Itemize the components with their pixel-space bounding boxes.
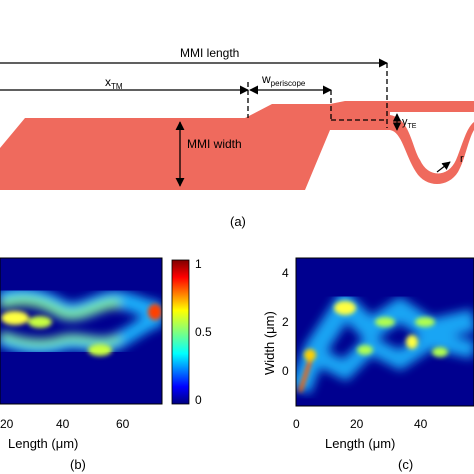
panel-b-axes-frame	[0, 257, 163, 405]
colorbar	[171, 259, 190, 405]
mmi-length-label: MMI length	[180, 46, 239, 60]
panel-c-y-tick: 4	[282, 266, 289, 280]
y-te-label: yTE	[402, 116, 417, 130]
mmi-waveguide	[0, 101, 474, 190]
panel-c-xlabel: Length (μm)	[325, 436, 395, 451]
panel-a-label: (a)	[230, 214, 246, 229]
panel-c-heatmap	[296, 258, 474, 406]
mmi-width-label: MMI width	[187, 137, 242, 151]
panel-c-x-tick: 0	[293, 417, 300, 431]
panel-b-label: (b)	[70, 457, 86, 472]
schematic-panel: MMI length xTM wperiscope MMI width yTE …	[0, 46, 474, 229]
panel-b-heatmap	[0, 258, 162, 404]
panel-b-xlabel: Length (μm)	[8, 436, 78, 451]
panel-b: 20 40 60 Length (μm) (b) 1 0.5 0	[0, 257, 212, 472]
colorbar-tick: 1	[195, 257, 202, 271]
panel-c-x-tick: 40	[414, 417, 428, 431]
panel-b-x-ticks: 20 40 60	[0, 417, 130, 431]
panel-c: Width (μm) 4 2 0	[262, 257, 474, 472]
panel-b-x-tick: 20	[0, 417, 14, 431]
panel-c-axes-frame	[295, 257, 474, 407]
colorbar-tick: 0	[195, 393, 202, 407]
panel-c-y-ticks: 4 2 0	[282, 266, 289, 378]
colorbar-tick: 0.5	[195, 325, 212, 339]
w-periscope-label: wperiscope	[261, 72, 306, 88]
panel-c-label: (c)	[398, 457, 413, 472]
panel-c-x-ticks: 0 20 40	[293, 417, 428, 431]
panel-c-ylabel: Width (μm)	[262, 311, 277, 375]
panel-c-y-tick: 0	[282, 364, 289, 378]
panel-c-x-tick: 20	[350, 417, 364, 431]
panel-c-y-tick: 2	[282, 315, 289, 329]
panel-b-x-tick: 40	[56, 417, 70, 431]
x-tm-label: xTM	[105, 75, 123, 91]
radius-arrow	[436, 161, 451, 173]
radius-label: r	[460, 153, 464, 165]
panel-b-x-tick: 60	[116, 417, 130, 431]
